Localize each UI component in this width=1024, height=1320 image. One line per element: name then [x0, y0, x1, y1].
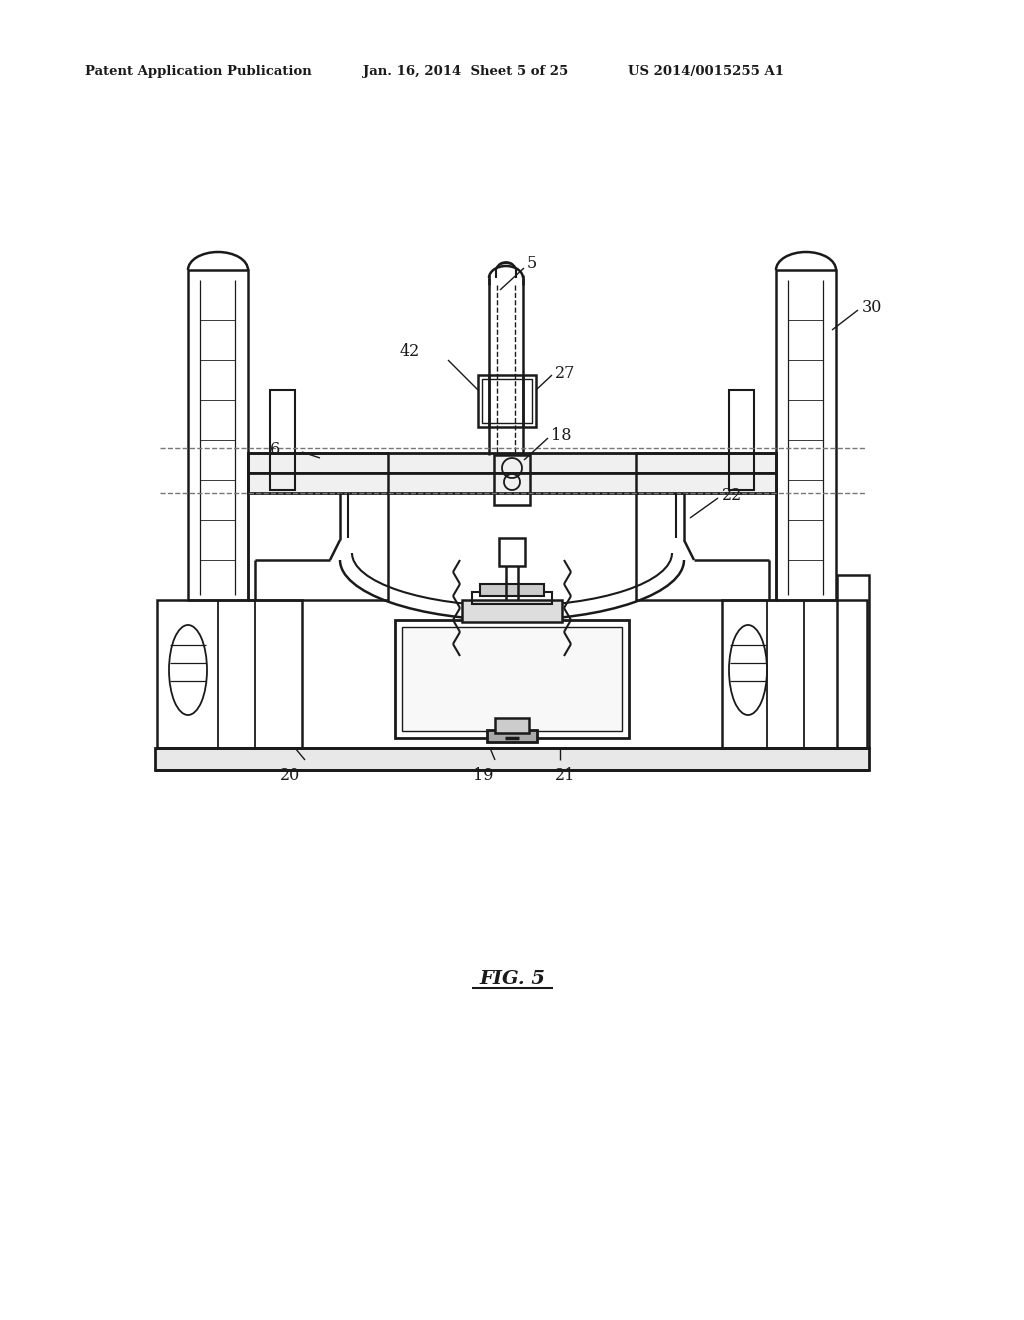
Text: 27: 27	[555, 364, 575, 381]
Text: 30: 30	[862, 300, 883, 317]
Bar	[480, 583, 544, 597]
Text: 18: 18	[551, 426, 571, 444]
Text: 22: 22	[722, 487, 742, 503]
Bar	[157, 601, 302, 748]
Text: 21: 21	[555, 767, 575, 784]
Bar	[462, 601, 562, 622]
Bar	[155, 748, 869, 770]
Text: 5: 5	[527, 256, 538, 272]
Bar	[487, 730, 537, 742]
Bar	[248, 453, 388, 601]
Bar	[499, 539, 525, 566]
Bar	[248, 453, 776, 473]
Text: Jan. 16, 2014  Sheet 5 of 25: Jan. 16, 2014 Sheet 5 of 25	[362, 66, 568, 78]
Text: Patent Application Publication: Patent Application Publication	[85, 66, 311, 78]
Bar	[472, 591, 552, 605]
Bar	[395, 620, 629, 738]
Bar	[636, 453, 776, 601]
Bar	[729, 389, 754, 490]
Bar	[248, 473, 776, 492]
Text: FIG. 5: FIG. 5	[479, 970, 545, 987]
Text: 42: 42	[399, 343, 420, 360]
Bar	[402, 627, 622, 731]
Bar	[478, 375, 536, 426]
Text: US 2014/0015255 A1: US 2014/0015255 A1	[628, 66, 784, 78]
Bar	[722, 601, 867, 748]
Bar	[495, 718, 529, 733]
Bar	[270, 389, 295, 490]
Bar	[837, 576, 869, 748]
Bar	[776, 271, 836, 601]
Text: 19: 19	[473, 767, 494, 784]
Bar	[188, 271, 248, 601]
Bar	[494, 455, 530, 506]
Text: 6: 6	[269, 441, 280, 458]
Bar	[482, 379, 532, 422]
Text: 20: 20	[280, 767, 300, 784]
